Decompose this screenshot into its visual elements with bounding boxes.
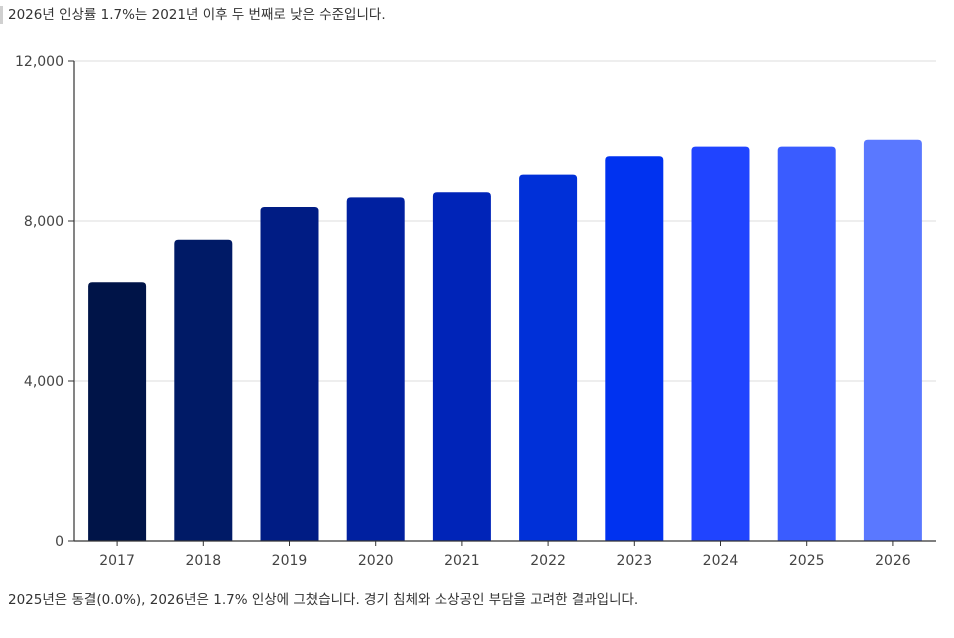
y-tick-label: 8,000 <box>24 214 64 230</box>
bar-2019[interactable] <box>260 207 319 541</box>
x-tick-label: 2020 <box>358 553 394 569</box>
x-tick-label: 2017 <box>99 553 135 569</box>
bottom-caption: 2025년은 동결(0.0%), 2026년은 1.7% 인상에 그쳤습니다. … <box>8 592 639 608</box>
bar-2020[interactable] <box>346 197 405 541</box>
bar-2018[interactable] <box>174 239 233 542</box>
bar-2022[interactable] <box>519 174 578 541</box>
bar-2017[interactable] <box>88 282 147 541</box>
y-tick-label: 0 <box>55 534 64 550</box>
bar-2025[interactable] <box>777 146 836 541</box>
x-tick-label: 2021 <box>444 553 480 569</box>
x-tick-label: 2022 <box>530 553 566 569</box>
bar-2023[interactable] <box>605 156 664 541</box>
x-tick-labels: 2017 2018 2019 2020 2021 2022 2023 2024 2025 2026 <box>99 553 911 569</box>
axes <box>68 60 936 546</box>
y-tick-labels: 0 4,000 8,000 12,000 <box>15 54 64 550</box>
bar-2024[interactable] <box>691 146 750 541</box>
bar-2026[interactable] <box>863 139 922 542</box>
top-caption-text: 2026년 인상률 1.7%는 2021년 이후 두 번째로 낮은 수준입니다. <box>8 7 386 23</box>
x-tick-label: 2019 <box>272 553 308 569</box>
x-tick-label: 2026 <box>875 553 911 569</box>
y-tick-label: 4,000 <box>24 374 64 390</box>
top-caption: 2026년 인상률 1.7%는 2021년 이후 두 번째로 낮은 수준입니다. <box>0 0 954 30</box>
x-tick-label: 2018 <box>185 553 221 569</box>
x-tick-label: 2023 <box>616 553 652 569</box>
y-tick-label: 12,000 <box>15 54 64 70</box>
x-tick-label: 2025 <box>789 553 825 569</box>
bars <box>88 139 922 542</box>
caption-accent-bar <box>0 6 3 24</box>
x-tick-label: 2024 <box>703 553 739 569</box>
bar-2021[interactable] <box>432 192 491 541</box>
